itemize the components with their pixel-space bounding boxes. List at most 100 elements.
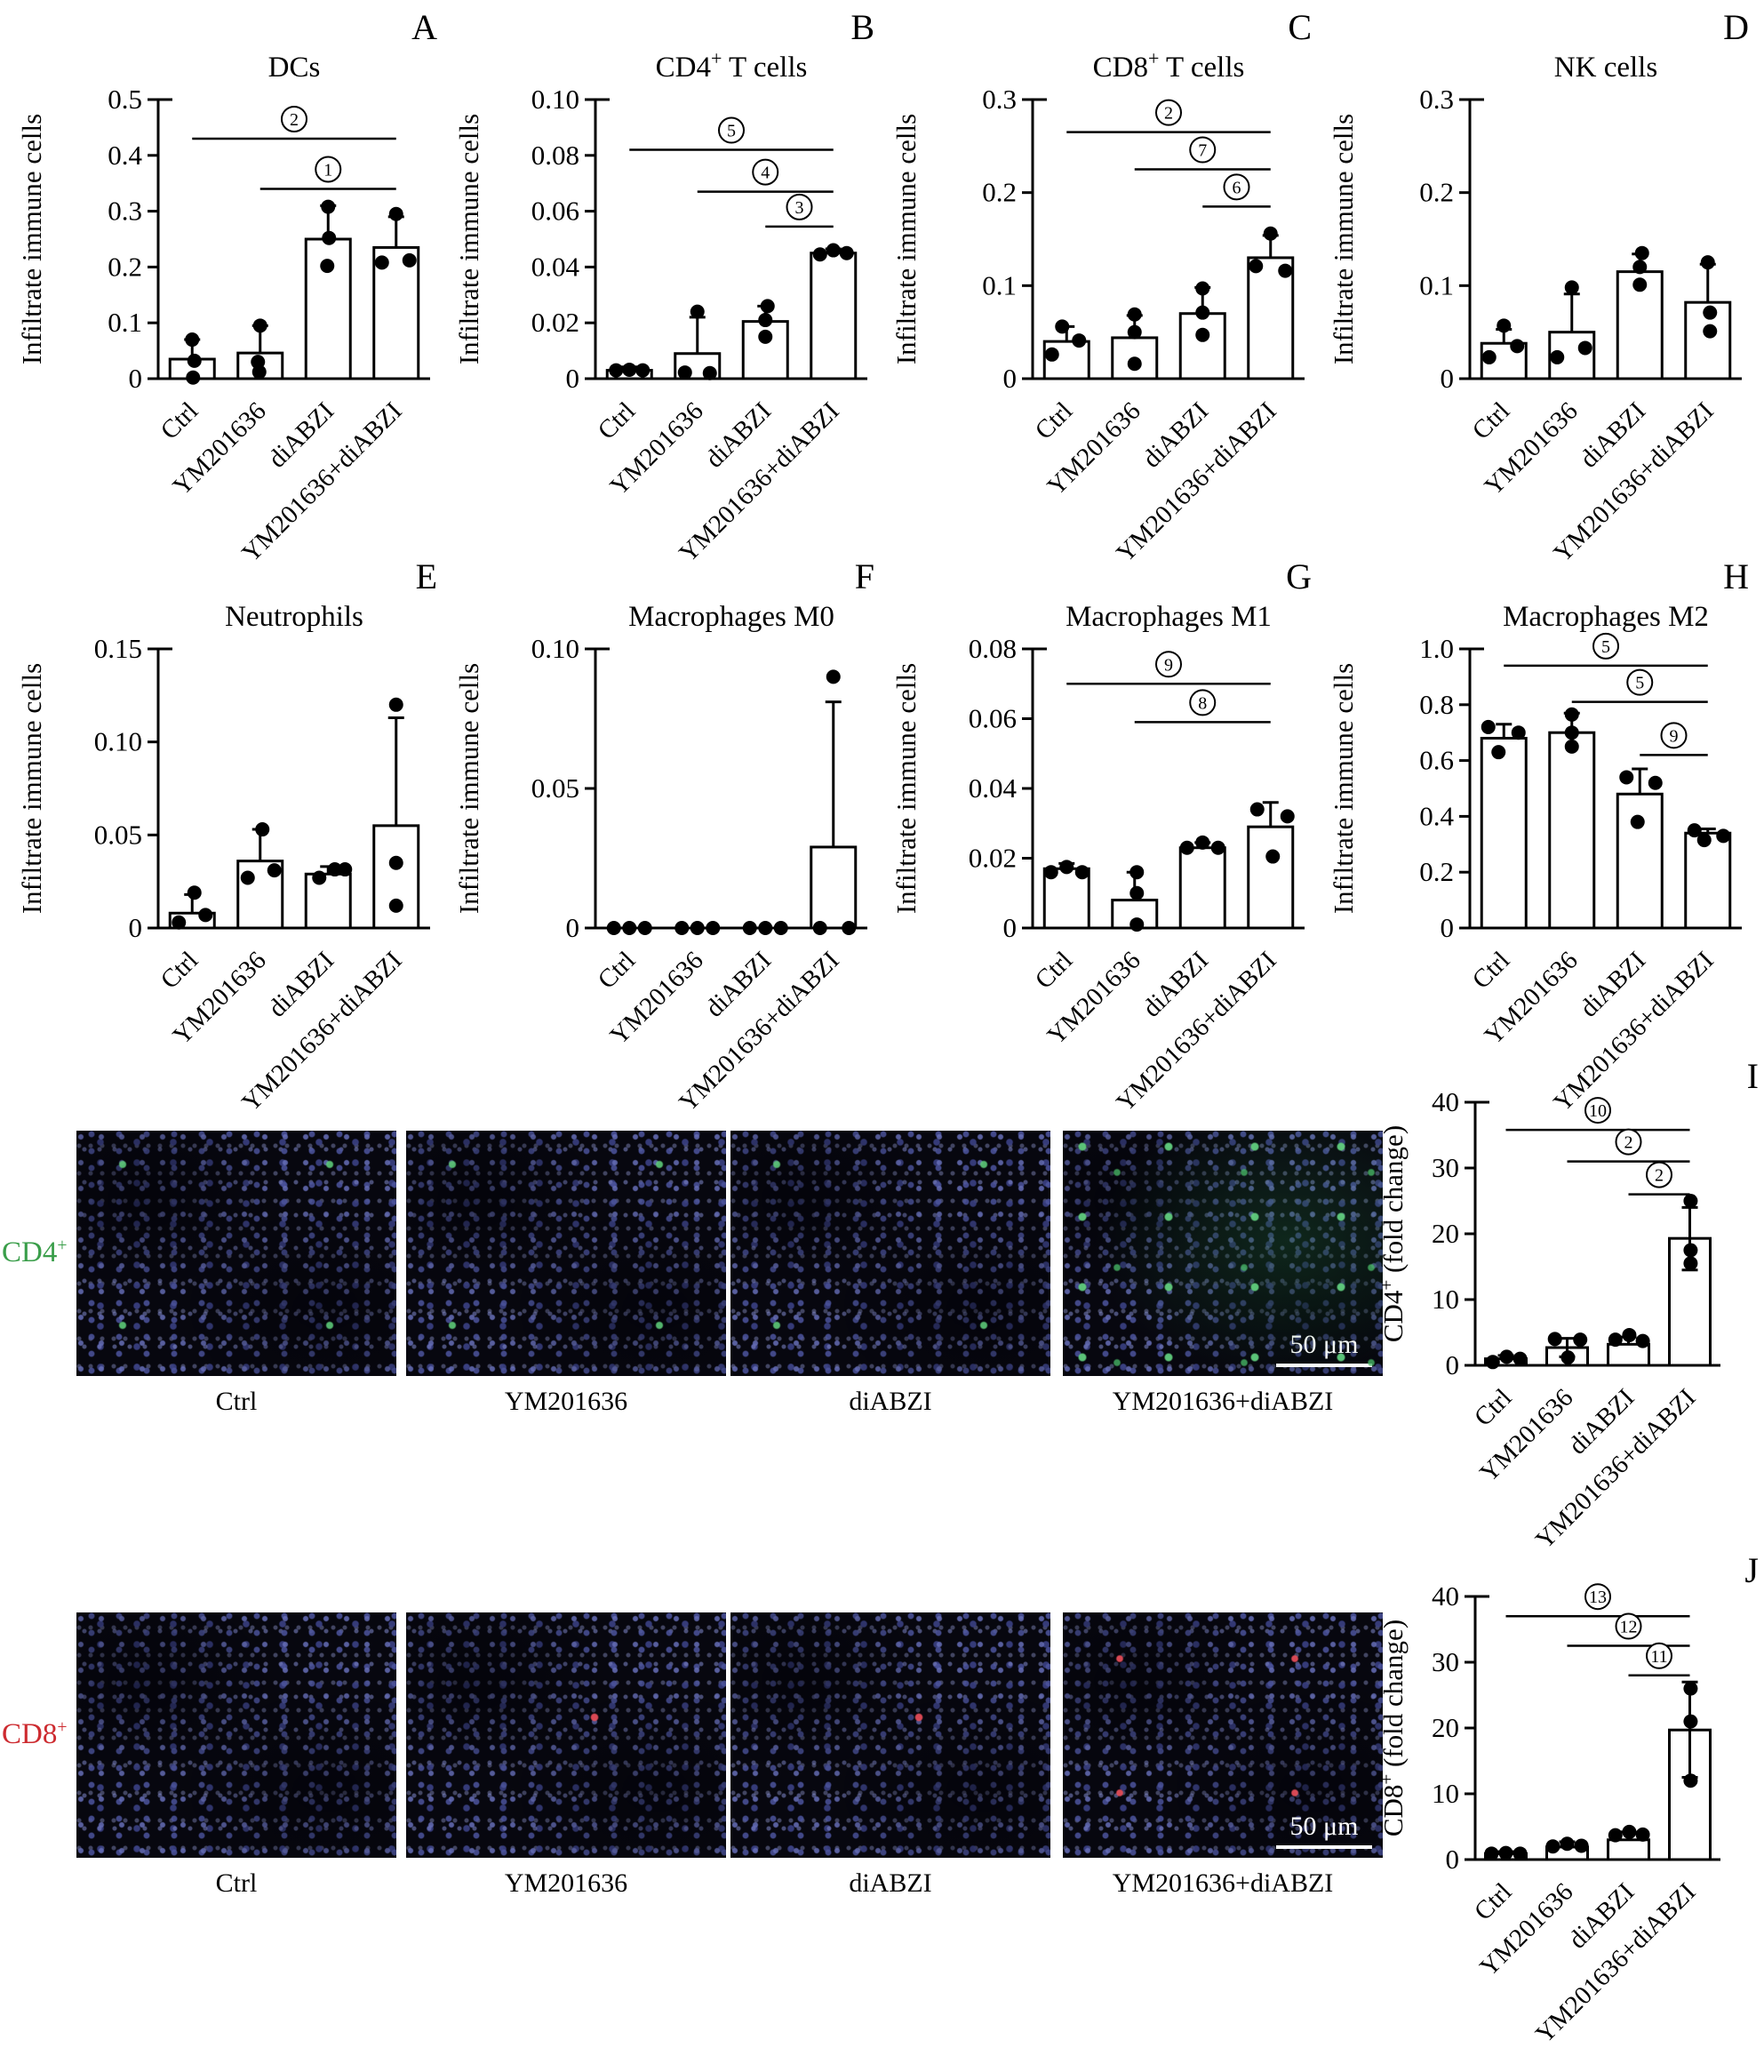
panel-title: Macrophages M0 — [628, 601, 834, 633]
svg-text:6: 6 — [1233, 178, 1241, 197]
svg-text:Ctrl: Ctrl — [1030, 396, 1079, 445]
svg-text:5: 5 — [1601, 637, 1610, 657]
svg-text:0: 0 — [1003, 912, 1018, 943]
panel-letter: G — [1286, 556, 1312, 596]
svg-text:0.08: 0.08 — [531, 140, 579, 171]
y-tick-labels: 0 0.2 0.4 0.6 0.8 1.0 — [1419, 633, 1454, 943]
bars — [1042, 256, 1295, 380]
panel-g-svg: 00.020.040.060.0898CtrlYM201636diABZIYM2… — [890, 556, 1312, 1117]
y-tick-labels: 0 10 20 30 40 — [1432, 1580, 1459, 1875]
svg-text:0: 0 — [1446, 1349, 1460, 1380]
svg-text:0.15: 0.15 — [94, 633, 142, 664]
panel-d-svg: 0 0.1 0.2 0.3 CtrlYM201636diABZIYM201636+diA… — [1328, 7, 1749, 568]
data-points — [172, 697, 403, 930]
panel-letter: H — [1723, 556, 1749, 596]
svg-text:Ctrl: Ctrl — [1469, 1383, 1518, 1432]
svg-text:20: 20 — [1432, 1712, 1459, 1743]
data-points — [1484, 1681, 1698, 1861]
svg-text:0: 0 — [1441, 363, 1455, 394]
scale-bar-line — [1276, 1845, 1372, 1849]
svg-text:0.08: 0.08 — [969, 633, 1017, 664]
y-axis-label: Infiltrate immune cells — [16, 663, 47, 914]
scale-bar-label: 50 μm — [1289, 1330, 1359, 1359]
micro-image-cd8-ym201636-diabzi: 50 μm — [1063, 1612, 1383, 1858]
error-bars — [825, 700, 842, 847]
svg-text:0.8: 0.8 — [1419, 689, 1454, 720]
row-marker-cd4-text: CD4 — [2, 1236, 58, 1268]
micro-image-cd4-ctrl — [76, 1131, 396, 1376]
svg-text:1.0: 1.0 — [1419, 633, 1454, 664]
y-axis-label: Infiltrate immune cells — [890, 663, 922, 914]
svg-text:20: 20 — [1432, 1218, 1459, 1249]
y-tick-labels: 0 0.05 0.10 0.15 — [94, 633, 142, 943]
svg-text:0.1: 0.1 — [108, 307, 142, 338]
caption-cd4-ctrl: Ctrl — [215, 1387, 258, 1416]
panel-letter: J — [1744, 1550, 1759, 1590]
micro-image-cd4-diabzi — [730, 1131, 1050, 1376]
scale-bar-label: 50 μm — [1289, 1812, 1359, 1841]
error-bars — [621, 247, 842, 371]
panel-i-cd4-fold-change-chart: 0 10 20 30 40 10 2 2 Ctrl YM201636 diABZI YM201636+… — [1367, 1049, 1764, 1573]
panel-c-cd8-t-cells-chart: 0 0.1 0.2 0.3 2 7 6 Ctrl YM201636 diABZI YM201636+… — [880, 0, 1317, 569]
svg-text:0: 0 — [566, 912, 580, 943]
svg-text:0.04: 0.04 — [531, 251, 580, 282]
svg-text:0.02: 0.02 — [969, 843, 1017, 874]
panel-title: CD4+ T cells — [656, 47, 808, 84]
svg-text:0: 0 — [1446, 1844, 1460, 1875]
y-tick-labels: 0 10 20 30 40 — [1432, 1086, 1459, 1380]
svg-text:0.1: 0.1 — [982, 269, 1017, 300]
panel-letter: D — [1723, 7, 1749, 47]
bars — [605, 252, 858, 380]
svg-text:Ctrl: Ctrl — [1469, 1877, 1518, 1926]
svg-text:2: 2 — [1624, 1133, 1633, 1153]
data-points — [609, 243, 854, 380]
significance-brackets: 10 2 2 — [1505, 1097, 1690, 1196]
micro-image-cd8-ctrl — [76, 1612, 396, 1858]
error-bars — [1497, 1680, 1698, 1854]
svg-text:0.3: 0.3 — [982, 84, 1017, 115]
svg-text:Ctrl: Ctrl — [156, 946, 204, 995]
error-bars — [184, 716, 404, 914]
data-points — [1044, 226, 1293, 372]
svg-text:0.3: 0.3 — [108, 196, 142, 227]
svg-text:0.2: 0.2 — [108, 251, 142, 282]
svg-text:9: 9 — [1670, 726, 1679, 746]
row-marker-cd8-text: CD8 — [2, 1718, 58, 1750]
error-bars — [1497, 1205, 1698, 1359]
panel-e-neutrophils-chart: 0 0.05 0.10 0.15 Ctrl YM201636 diABZI YM201636+… — [5, 549, 443, 1118]
panel-title: NK cells — [1554, 52, 1657, 84]
svg-text:5: 5 — [727, 122, 736, 141]
svg-text:0: 0 — [566, 363, 580, 394]
svg-text:0: 0 — [129, 912, 143, 943]
panel-j-svg: 0 10 20 30 40 13 12 11 CtrlYM201636diABZIYM20163… — [1376, 1550, 1759, 2049]
panel-g-macrophages-m1-chart: 0 0.02 0.04 0.06 0.08 9 8 Ctrl YM201636 diABZI YM2… — [880, 549, 1317, 1118]
data-points — [1481, 245, 1718, 364]
error-bars — [1058, 801, 1279, 900]
panel-letter: B — [850, 7, 874, 47]
panel-title: DCs — [268, 52, 321, 84]
scale-bar-line — [1276, 1364, 1372, 1367]
svg-text:0.06: 0.06 — [969, 703, 1017, 734]
panel-f-svg: 0 0.05 0.10 CtrlYM201636diABZIYM201636+diAB… — [453, 556, 874, 1117]
y-axis-label: Infiltrate immune cells — [1328, 114, 1359, 364]
svg-text:0.05: 0.05 — [94, 819, 142, 850]
svg-text:0.02: 0.02 — [531, 307, 579, 338]
svg-text:Ctrl: Ctrl — [1030, 946, 1079, 995]
svg-text:0.3: 0.3 — [1419, 84, 1454, 115]
svg-text:0.2: 0.2 — [1419, 856, 1454, 887]
significance-brackets: 5 5 9 — [1504, 632, 1708, 756]
svg-text:0.10: 0.10 — [94, 726, 142, 757]
svg-text:0: 0 — [129, 363, 143, 394]
svg-text:0.6: 0.6 — [1419, 745, 1454, 776]
svg-text:0: 0 — [1003, 363, 1018, 394]
svg-text:9: 9 — [1164, 655, 1173, 675]
svg-text:0.4: 0.4 — [108, 140, 142, 171]
